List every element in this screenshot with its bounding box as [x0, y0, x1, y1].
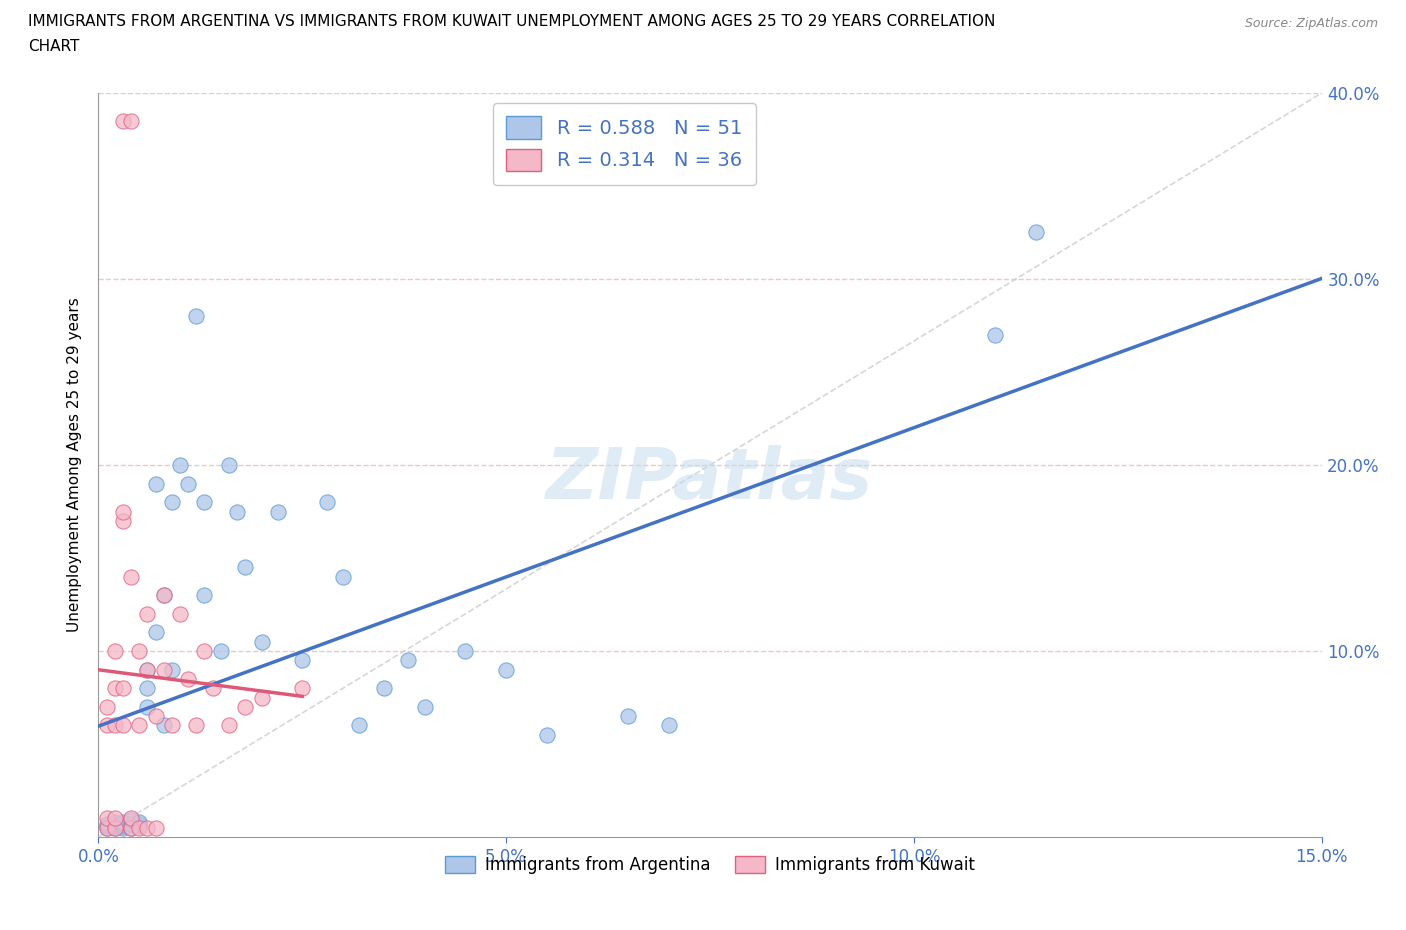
- Point: [96, 699, 118, 714]
- Point: [96, 817, 118, 831]
- Point: [1025, 225, 1047, 240]
- Point: [104, 817, 127, 831]
- Point: [233, 560, 256, 575]
- Point: [193, 644, 215, 658]
- Point: [136, 681, 159, 696]
- Point: [536, 727, 558, 742]
- Point: [111, 818, 134, 833]
- Point: [218, 718, 240, 733]
- Point: [193, 495, 215, 510]
- Point: [136, 699, 159, 714]
- Point: [454, 644, 477, 658]
- Text: Source: ZipAtlas.com: Source: ZipAtlas.com: [1244, 17, 1378, 30]
- Point: [120, 813, 142, 828]
- Point: [104, 681, 127, 696]
- Point: [96, 820, 118, 835]
- Point: [111, 820, 134, 835]
- Point: [169, 458, 191, 472]
- Point: [104, 718, 127, 733]
- Point: [226, 504, 249, 519]
- Point: [160, 718, 183, 733]
- Point: [152, 662, 174, 677]
- Point: [136, 662, 159, 677]
- Point: [111, 817, 134, 831]
- Point: [291, 681, 314, 696]
- Point: [120, 820, 142, 835]
- Point: [111, 718, 134, 733]
- Point: [160, 495, 183, 510]
- Point: [201, 681, 224, 696]
- Point: [104, 818, 127, 833]
- Point: [104, 815, 127, 830]
- Point: [104, 644, 127, 658]
- Text: CHART: CHART: [28, 39, 80, 54]
- Y-axis label: Unemployment Among Ages 25 to 29 years: Unemployment Among Ages 25 to 29 years: [67, 298, 83, 632]
- Point: [120, 817, 142, 831]
- Point: [186, 718, 208, 733]
- Point: [233, 699, 256, 714]
- Point: [209, 644, 232, 658]
- Point: [96, 811, 118, 826]
- Point: [128, 815, 150, 830]
- Point: [120, 113, 142, 128]
- Point: [128, 644, 150, 658]
- Point: [111, 815, 134, 830]
- Point: [120, 820, 142, 835]
- Point: [128, 817, 150, 831]
- Point: [177, 476, 200, 491]
- Point: [145, 709, 167, 724]
- Point: [186, 309, 208, 324]
- Point: [413, 699, 436, 714]
- Text: IMMIGRANTS FROM ARGENTINA VS IMMIGRANTS FROM KUWAIT UNEMPLOYMENT AMONG AGES 25 T: IMMIGRANTS FROM ARGENTINA VS IMMIGRANTS …: [28, 14, 995, 29]
- Point: [145, 820, 167, 835]
- Point: [152, 588, 174, 603]
- Point: [128, 718, 150, 733]
- Point: [177, 671, 200, 686]
- Point: [104, 820, 127, 835]
- Point: [104, 811, 127, 826]
- Point: [145, 476, 167, 491]
- Point: [984, 327, 1007, 342]
- Point: [373, 681, 395, 696]
- Point: [111, 113, 134, 128]
- Point: [120, 569, 142, 584]
- Point: [267, 504, 290, 519]
- Point: [495, 662, 517, 677]
- Point: [152, 588, 174, 603]
- Point: [617, 709, 640, 724]
- Point: [111, 513, 134, 528]
- Point: [145, 625, 167, 640]
- Point: [104, 820, 127, 835]
- Point: [315, 495, 337, 510]
- Text: ZIPatlas: ZIPatlas: [547, 445, 873, 514]
- Point: [96, 820, 118, 835]
- Point: [111, 504, 134, 519]
- Point: [160, 662, 183, 677]
- Point: [396, 653, 419, 668]
- Point: [136, 662, 159, 677]
- Point: [120, 811, 142, 826]
- Point: [96, 818, 118, 833]
- Point: [658, 718, 681, 733]
- Point: [128, 818, 150, 833]
- Point: [349, 718, 371, 733]
- Point: [128, 820, 150, 835]
- Point: [250, 634, 273, 649]
- Point: [111, 681, 134, 696]
- Point: [250, 690, 273, 705]
- Point: [193, 588, 215, 603]
- Point: [291, 653, 314, 668]
- Point: [332, 569, 354, 584]
- Point: [136, 820, 159, 835]
- Point: [218, 458, 240, 472]
- Legend: Immigrants from Argentina, Immigrants from Kuwait: Immigrants from Argentina, Immigrants fr…: [439, 849, 981, 881]
- Point: [136, 606, 159, 621]
- Point: [96, 718, 118, 733]
- Point: [152, 718, 174, 733]
- Point: [169, 606, 191, 621]
